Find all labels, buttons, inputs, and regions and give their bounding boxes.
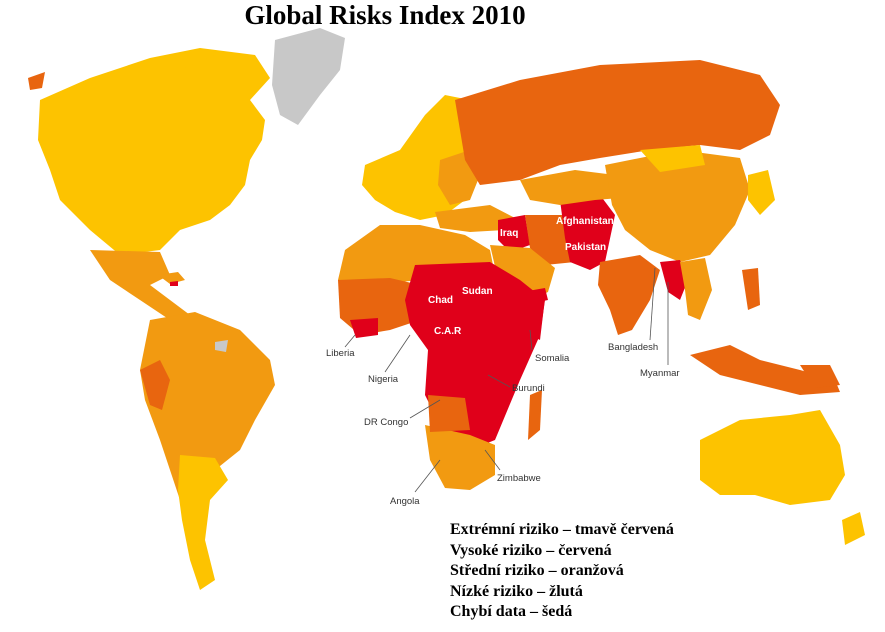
region-southeast-asia: [680, 258, 712, 320]
region-japan-korea: [748, 170, 775, 215]
region-caribbean: [158, 272, 185, 284]
region-north-america: [38, 48, 270, 255]
legend: Extrémní riziko – tmavě červená Vysoké r…: [450, 520, 674, 623]
region-new-zealand: [842, 512, 865, 545]
callout-angola: [414, 459, 441, 493]
label-car: C.A.R: [434, 326, 462, 337]
label-angola: Angola: [390, 496, 420, 507]
region-myanmar: [660, 260, 688, 300]
region-afghanistan-pakistan: [560, 195, 615, 270]
region-alaska-tip: [28, 72, 45, 90]
region-colombia-peru: [140, 360, 170, 410]
region-indonesia: [690, 345, 840, 395]
callout-zimbabwe: [484, 449, 501, 471]
legend-item-high: Vysoké riziko – červená: [450, 541, 612, 559]
region-turkey-caucasus: [435, 205, 515, 232]
callout-burundi: [487, 374, 511, 388]
region-mongolia: [640, 145, 705, 172]
label-afghanistan: Afghanistan: [556, 216, 614, 227]
label-liberia: Liberia: [326, 348, 355, 359]
region-southern-africa: [425, 425, 495, 490]
region-central-asia: [520, 170, 620, 205]
legend-item-extreme: Extrémní riziko – tmavě červená: [450, 521, 674, 538]
map-title: Global Risks Index 2010: [244, 0, 526, 30]
callout-somalia: [529, 329, 533, 351]
callout-bangladesh: [649, 267, 656, 341]
region-philippines: [742, 268, 760, 310]
region-china: [605, 150, 750, 262]
legend-item-missing: Chybí data – šedá: [450, 603, 573, 620]
label-pakistan: Pakistan: [565, 242, 606, 253]
callout-nigeria: [384, 334, 411, 373]
region-greenland: [272, 28, 345, 125]
callout-liberia: [344, 334, 356, 348]
region-australia: [700, 410, 845, 505]
region-liberia-coast: [350, 318, 378, 338]
region-angola: [428, 395, 470, 432]
region-arctic-islands: [180, 55, 250, 95]
region-new-guinea: [800, 365, 840, 388]
label-myanmar: Myanmar: [640, 368, 680, 379]
label-bangladesh: Bangladesh: [608, 342, 658, 353]
region-south-america: [140, 312, 275, 520]
label-chad: Chad: [428, 295, 453, 306]
label-nigeria: Nigeria: [368, 374, 399, 385]
region-southern-cone: [178, 455, 228, 590]
region-haiti: [170, 281, 178, 286]
region-iraq: [498, 215, 530, 252]
label-somalia: Somalia: [535, 353, 570, 364]
region-horn-of-africa: [520, 298, 545, 340]
region-guiana: [215, 340, 228, 352]
callout-dr-congo: [409, 399, 441, 419]
region-india: [598, 255, 660, 335]
label-dr-congo: DR Congo: [364, 417, 408, 428]
region-madagascar: [528, 390, 542, 440]
label-iraq: Iraq: [500, 228, 518, 239]
label-sudan: Sudan: [462, 286, 493, 297]
label-zimbabwe: Zimbabwe: [497, 473, 541, 484]
label-burundi: Burundi: [512, 383, 545, 394]
region-russia: [455, 60, 780, 185]
legend-item-low: Nízké riziko – žlutá: [450, 582, 583, 600]
legend-item-medium: Střední riziko – oranžová: [450, 562, 624, 579]
